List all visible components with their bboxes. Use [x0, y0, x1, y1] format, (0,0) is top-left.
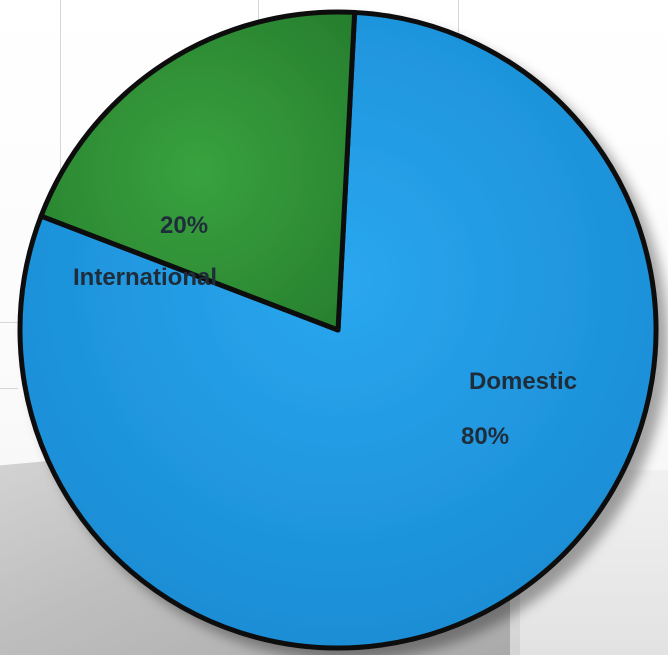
slice-label-domestic: Domestic	[469, 368, 577, 395]
slice-percent-international: 20%	[160, 212, 208, 239]
background-grid-line	[0, 322, 18, 323]
pie-slice-international	[38, 9, 358, 333]
slice-label-international: International	[73, 264, 217, 291]
background-grid-line	[258, 0, 259, 20]
background-grid-line	[0, 388, 18, 389]
slice-percent-domestic: 80%	[461, 423, 509, 450]
background-grid-line	[60, 0, 61, 250]
background-grid-line	[458, 0, 459, 40]
